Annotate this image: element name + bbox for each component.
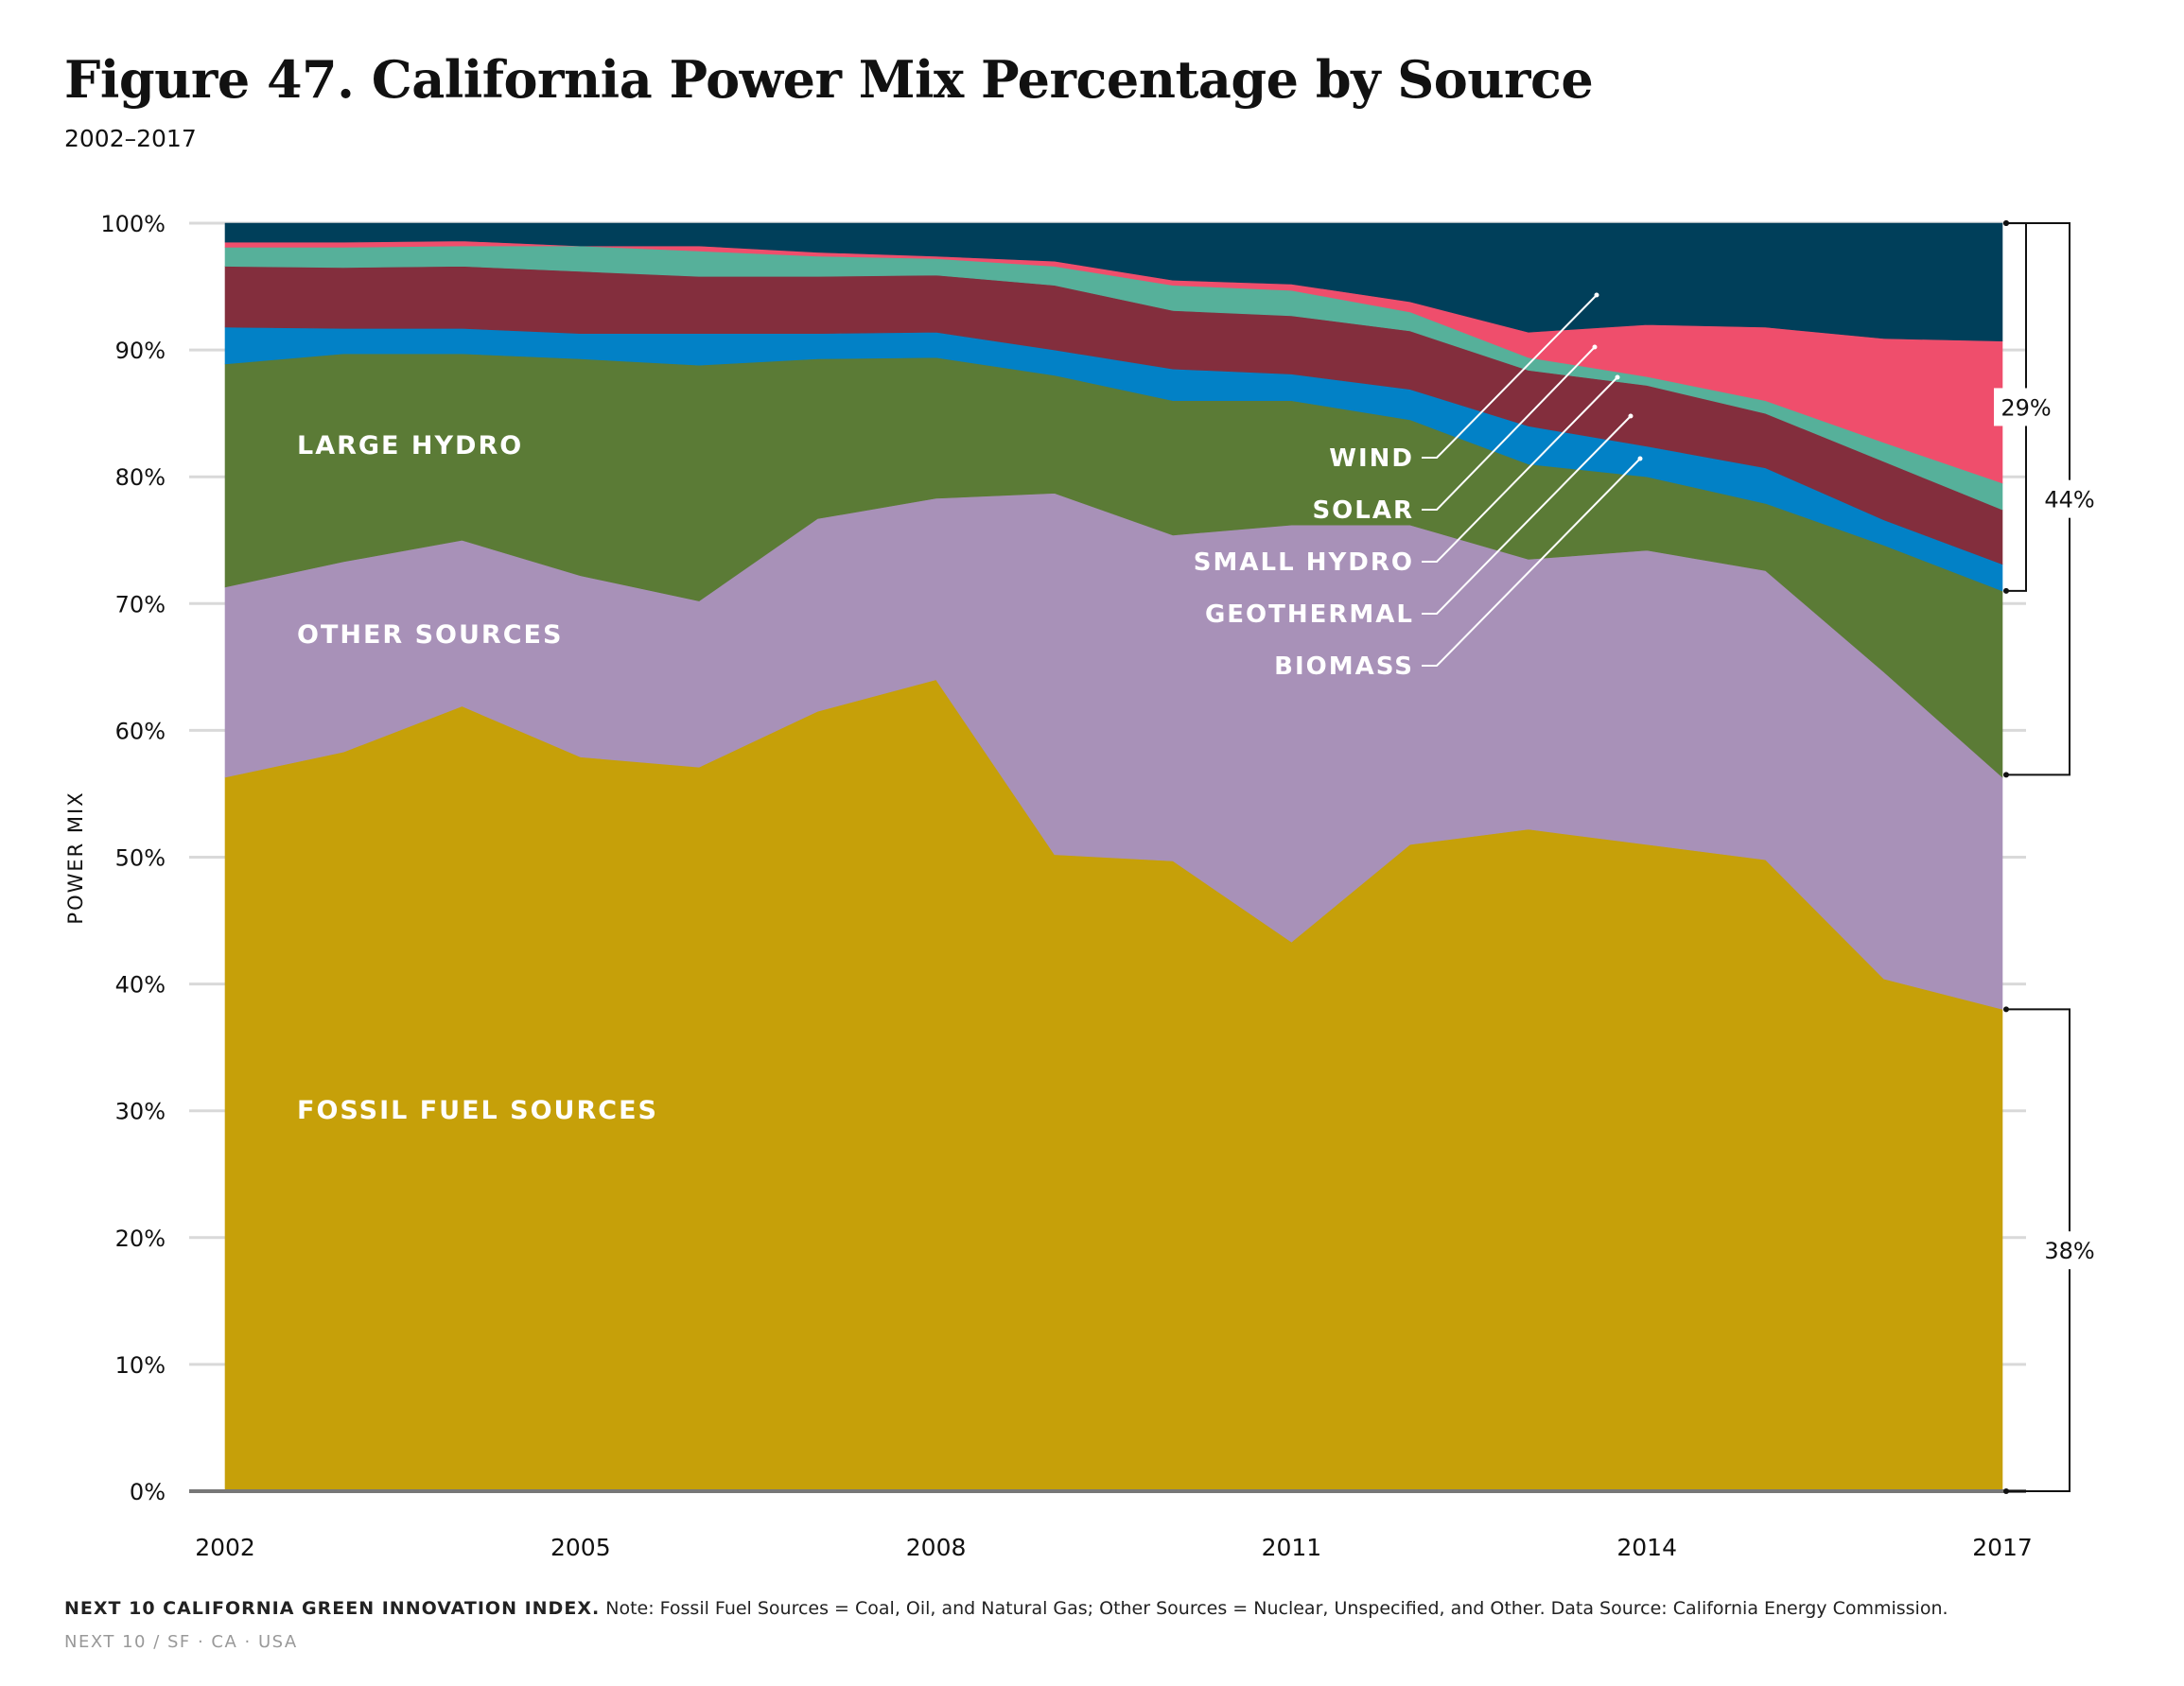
footer-note-text: Note: Fossil Fuel Sources = Coal, Oil, a… <box>605 1598 1948 1619</box>
footer-source-org: NEXT 10 CALIFORNIA GREEN INNOVATION INDE… <box>64 1598 601 1619</box>
x-tick-label: 2017 <box>1972 1534 2033 1561</box>
bracket-dot <box>2003 1006 2009 1013</box>
bracket-label: 38% <box>2044 1238 2094 1264</box>
y-tick-label: 90% <box>115 338 166 364</box>
other-sources-label: OTHER SOURCES <box>297 620 563 650</box>
area-labels: LARGE HYDRO OTHER SOURCES FOSSIL FUEL SOUR… <box>297 431 658 1125</box>
callout-label-geothermal: GEOTHERMAL <box>1205 600 1414 629</box>
stacked-areas <box>224 222 2003 1492</box>
bracket-label-bg <box>2037 1231 2102 1270</box>
chart-subtitle: 2002–2017 <box>64 125 197 152</box>
bracket-dot <box>2003 587 2009 594</box>
y-tick-label: 10% <box>115 1352 166 1379</box>
callout-dot <box>1592 344 1598 350</box>
callout-leader <box>1422 376 1618 563</box>
bracket-label: 44% <box>2044 487 2094 513</box>
callout-dot <box>1637 456 1643 461</box>
bracket-dot <box>2003 1488 2009 1494</box>
callout-leader <box>1422 458 1641 667</box>
bracket-label-bg <box>2037 479 2102 518</box>
callout-dot <box>1615 374 1620 380</box>
callout-label-solar: SOLAR <box>1312 496 1414 525</box>
x-tick-label: 2014 <box>1616 1534 1677 1561</box>
fossil-fuel-label: FOSSIL FUEL SOURCES <box>297 1096 658 1125</box>
y-tick-label: 0% <box>130 1479 166 1505</box>
y-tick-label: 30% <box>115 1099 166 1125</box>
bracket-label: 29% <box>2001 394 2051 421</box>
y-tick-label: 60% <box>115 718 166 744</box>
bracket-dot <box>2003 220 2009 226</box>
brackets: 29% 44% 38% <box>1994 220 2102 1494</box>
callout-leader <box>1422 294 1598 459</box>
footer-note: NEXT 10 CALIFORNIA GREEN INNOVATION INDE… <box>64 1598 1948 1619</box>
x-tick-label: 2008 <box>906 1534 967 1561</box>
large-hydro-label: LARGE HYDRO <box>297 431 523 461</box>
callout-leader <box>1422 346 1596 511</box>
callout-leader <box>1422 415 1632 615</box>
y-tick-label: 80% <box>115 464 166 491</box>
callouts: WIND SOLAR SMALL HYDRO GEOTHERMAL BIOMASS <box>1194 292 1643 681</box>
y-tick-label: 100% <box>100 211 166 237</box>
callout-label-biomass: BIOMASS <box>1274 652 1414 681</box>
x-tick-label: 2011 <box>1262 1534 1322 1561</box>
callout-label-small-hydro: SMALL HYDRO <box>1194 548 1414 577</box>
x-tick-label: 2002 <box>195 1534 255 1561</box>
footer-org-line: NEXT 10 / SF · CA · USA <box>64 1632 298 1652</box>
axes: 0% 10% 20% 30% 40% 50% 60% 70% 80% 90% 100% 2002 200… <box>64 211 2033 1561</box>
y-tick-label: 20% <box>115 1225 166 1252</box>
callout-dot <box>1594 292 1599 298</box>
bracket-label-bg <box>1994 388 2058 426</box>
chart-title: Figure 47. California Power Mix Percenta… <box>64 49 1594 110</box>
area-wind <box>224 222 2003 342</box>
bracket-dot <box>2003 772 2009 778</box>
y-tick-label: 50% <box>115 845 166 872</box>
y-tick-label: 40% <box>115 972 166 999</box>
y-tick-label: 70% <box>115 591 166 617</box>
callout-dot <box>1628 413 1634 419</box>
callout-label-wind: WIND <box>1329 444 1414 473</box>
y-axis-title: POWER MIX <box>64 791 87 924</box>
x-tick-label: 2005 <box>550 1534 611 1561</box>
